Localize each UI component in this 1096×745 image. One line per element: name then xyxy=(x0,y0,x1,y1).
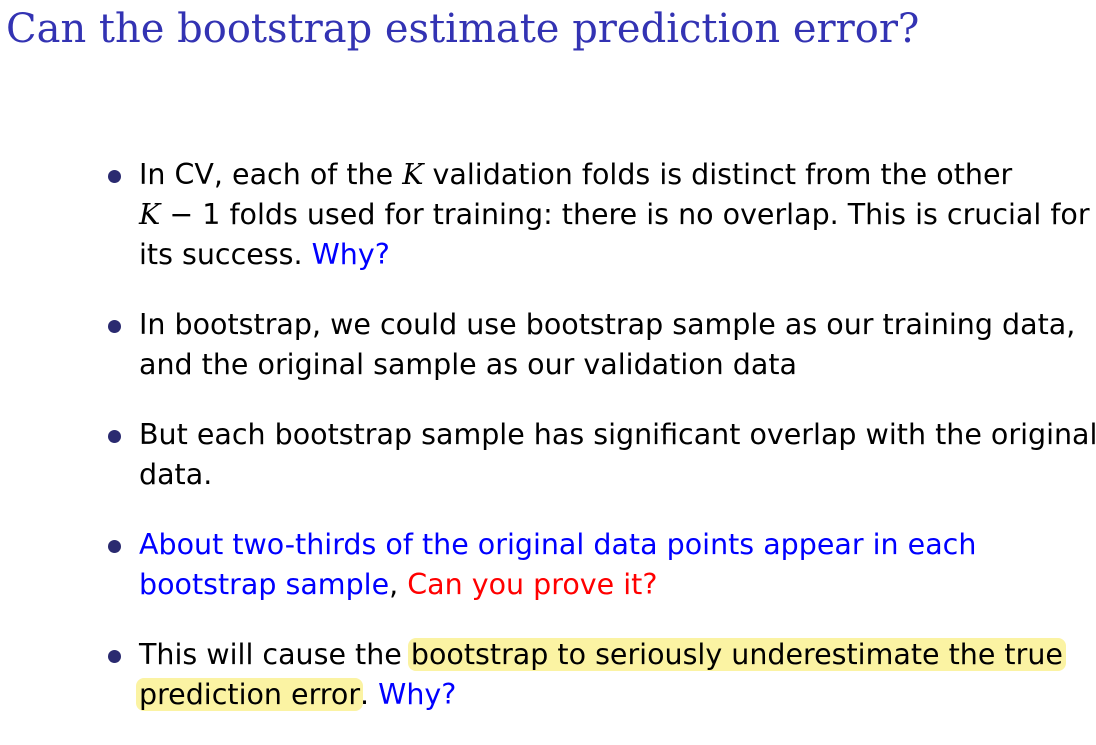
bullet-line: In bootstrap, we could use bootstrap sam… xyxy=(139,308,1076,341)
bullet-list: In CV, each of the K validation folds is… xyxy=(108,155,1096,745)
bullet-overlap: But each bootstrap sample has significan… xyxy=(108,415,1096,495)
text: This will cause the xyxy=(139,638,411,671)
bullet-dot-icon xyxy=(108,320,121,333)
why-question: Why? xyxy=(311,238,390,271)
bullet-underestimate: This will cause the bootstrap to serious… xyxy=(108,635,1093,715)
bullet-line: This will cause the bootstrap to serious… xyxy=(139,635,1093,675)
bullet-dot-icon xyxy=(108,540,121,553)
bullet-line: K − 1 folds used for training: there is … xyxy=(139,195,1093,235)
text: validation folds is distinct from the ot… xyxy=(423,158,1013,191)
bullet-line: In CV, each of the K validation folds is… xyxy=(139,155,1093,195)
bullet-dot-icon xyxy=(108,650,121,663)
math-variable-k: K xyxy=(139,198,161,231)
bullet-line: But each bootstrap sample has significan… xyxy=(139,418,1096,451)
slide-title: Can the bootstrap estimate prediction er… xyxy=(6,6,920,52)
bullet-line: its success. Why? xyxy=(139,235,1093,275)
text: its success. xyxy=(139,238,312,271)
text: . xyxy=(360,678,379,711)
bullet-line: and the original sample as our validatio… xyxy=(139,348,797,381)
text: − 1 folds used for training: there is no… xyxy=(160,198,1090,231)
bullet-line: bootstrap sample, Can you prove it? xyxy=(139,565,1093,605)
highlighted-text: prediction error xyxy=(136,678,364,711)
bullet-cv-folds: In CV, each of the K validation folds is… xyxy=(108,155,1093,275)
prove-question: Can you prove it? xyxy=(407,568,658,601)
math-variable-k: K xyxy=(402,158,424,191)
bullet-line: About two-thirds of the original data po… xyxy=(139,528,977,561)
bullet-dot-icon xyxy=(108,170,121,183)
bullet-dot-icon xyxy=(108,430,121,443)
text: bootstrap sample xyxy=(139,568,390,601)
highlighted-text: bootstrap to seriously underestimate the… xyxy=(407,638,1066,671)
bullet-line: prediction error. Why? xyxy=(136,675,1093,715)
text: , xyxy=(389,568,408,601)
why-question: Why? xyxy=(378,678,457,711)
slide: Can the bootstrap estimate prediction er… xyxy=(6,6,1096,711)
bullet-line: data. xyxy=(139,458,213,491)
bullet-two-thirds: About two-thirds of the original data po… xyxy=(108,525,1093,605)
bullet-bootstrap-training: In bootstrap, we could use bootstrap sam… xyxy=(108,305,1093,385)
text: In CV, each of the xyxy=(139,158,403,191)
